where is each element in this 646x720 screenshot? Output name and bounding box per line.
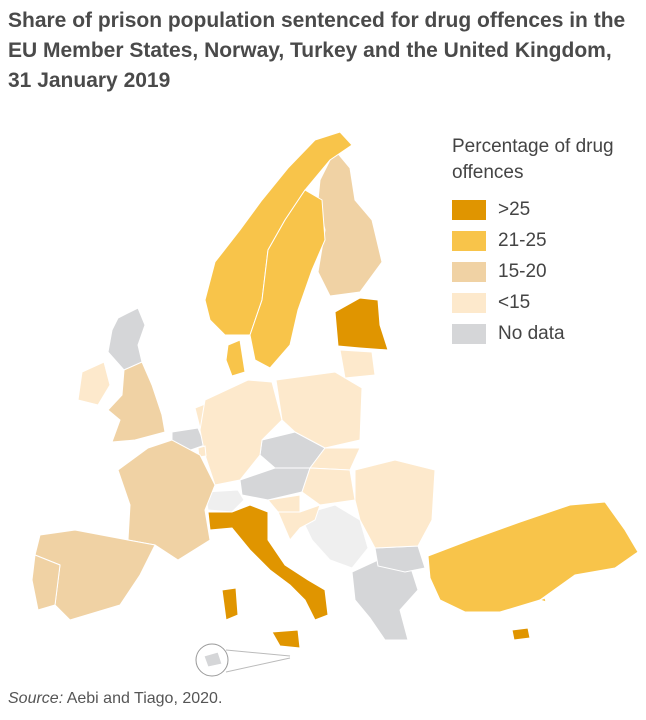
source-label: Source: — [8, 690, 64, 707]
malta-callout-line — [225, 657, 291, 673]
source-text: Aebi and Tiago, 2020. — [63, 690, 223, 707]
country-poland — [275, 371, 363, 449]
legend-item-lt15: <15 — [452, 287, 642, 318]
europe-map — [31, 131, 639, 677]
legend-label: >25 — [498, 198, 531, 220]
country-england-wales — [107, 361, 166, 443]
country-ireland — [77, 361, 111, 406]
legend-swatch — [452, 292, 486, 313]
country-finland — [317, 149, 383, 297]
map-legend: Percentage of drug offences >25 21-25 15… — [452, 134, 642, 349]
legend-item-15-20: 15-20 — [452, 256, 642, 287]
legend-label: 15-20 — [498, 260, 547, 282]
country-croatia — [277, 504, 321, 541]
source-note: Source: Aebi and Tiago, 2020. — [8, 690, 222, 708]
legend-item-gt25: >25 — [452, 194, 642, 225]
legend-swatch — [452, 261, 486, 282]
country-france — [117, 439, 216, 561]
country-latvia-estonia — [334, 297, 389, 351]
country-sardinia — [221, 587, 239, 621]
country-greece — [351, 559, 419, 641]
country-cyprus — [511, 627, 531, 641]
legend-swatch — [452, 323, 486, 344]
legend-label: No data — [498, 322, 565, 344]
country-hungary — [301, 467, 356, 506]
legend-swatch — [452, 199, 486, 220]
malta-callout-line — [225, 649, 291, 657]
country-denmark — [225, 339, 246, 377]
region-western-balkans — [299, 504, 369, 569]
legend-item-no-data: No data — [452, 318, 642, 349]
country-turkey — [427, 501, 639, 613]
country-cyprus-north-area — [538, 597, 547, 603]
country-sweden — [249, 189, 326, 369]
country-italy — [207, 504, 329, 621]
legend-item-21-25: 21-25 — [452, 225, 642, 256]
country-portugal — [31, 554, 61, 611]
country-sicily — [271, 629, 301, 649]
legend-label: 21-25 — [498, 229, 547, 251]
country-scotland — [107, 307, 146, 371]
country-romania — [354, 459, 436, 549]
legend-label: <15 — [498, 291, 531, 313]
map-title: Share of prison population sentenced for… — [8, 9, 626, 92]
country-malta-inset — [203, 651, 223, 668]
country-germany — [199, 379, 283, 486]
legend-swatch — [452, 230, 486, 251]
region-switzerland — [204, 489, 245, 513]
country-lithuania — [339, 349, 376, 379]
country-norway — [204, 131, 353, 336]
legend-title: Percentage of drug offences — [452, 136, 614, 183]
